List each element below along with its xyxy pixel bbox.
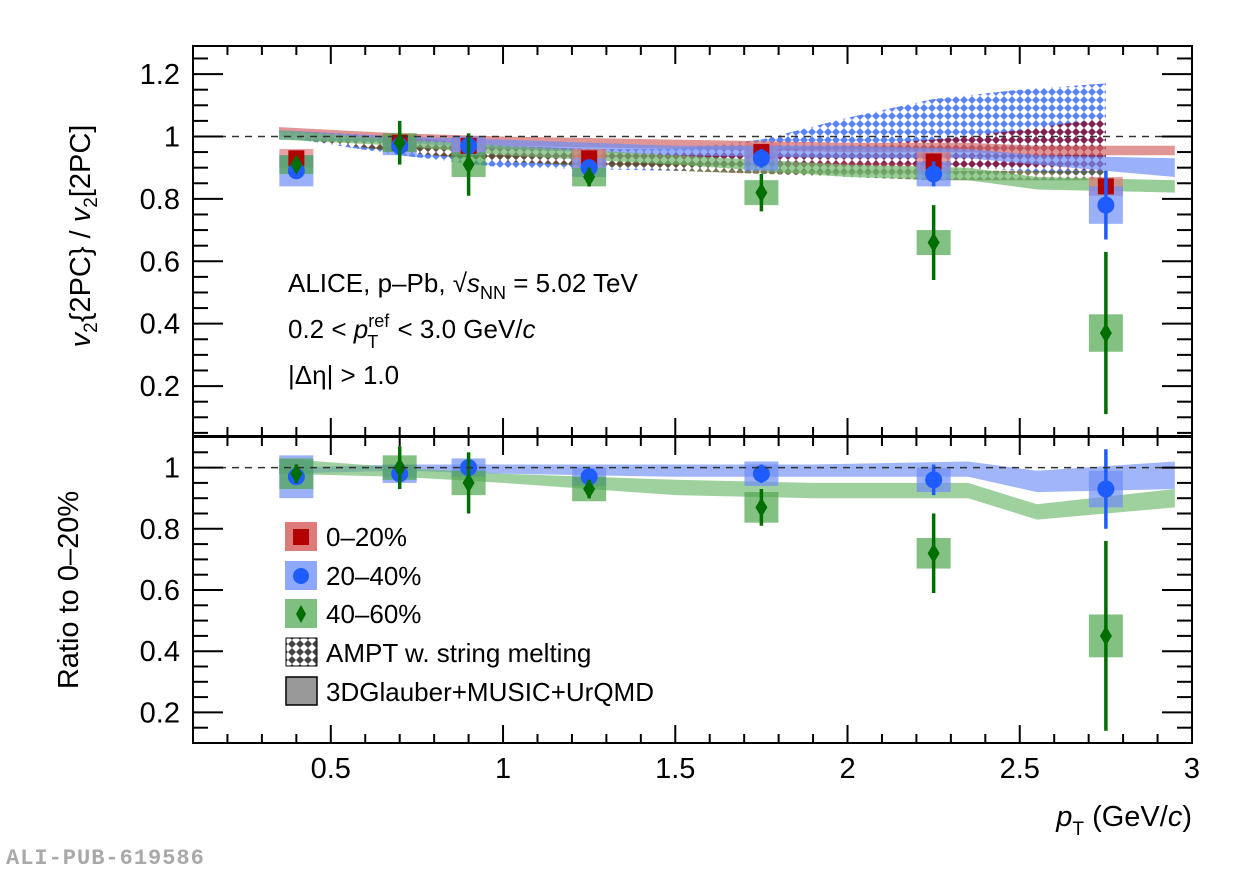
legend-item-40-60: 40–60% xyxy=(285,599,421,629)
top-data-points xyxy=(279,120,1123,415)
data-point-circle xyxy=(752,465,770,483)
circle-marker-icon xyxy=(293,568,309,584)
top-y-tick-label: 1.2 xyxy=(140,59,180,91)
square-marker-icon xyxy=(293,529,309,545)
hydro-band xyxy=(279,461,1175,493)
data-point-diamond xyxy=(393,457,406,478)
legend-item-ampt: AMPT w. string melting xyxy=(285,637,591,668)
data-point-diamond xyxy=(462,154,475,175)
bottom-y-tick-label: 0.4 xyxy=(140,636,180,668)
data-point-diamond xyxy=(290,463,303,484)
x-axis-title: pT (GeV/c) xyxy=(1055,801,1192,840)
legend: 0–20% 20–40% 40–60% AMPT w. string melti… xyxy=(285,522,654,707)
data-point-circle xyxy=(580,468,598,486)
x-tick-label: 3 xyxy=(1184,753,1200,785)
axes: 0.5 1 1.5 2 2.5 3 0.2 0.4 0.6 0.8 1 1.2 0.2 0.4 0.6 0.8… xyxy=(140,45,1200,785)
data-point-diamond xyxy=(290,154,303,175)
annotation-line-3: |Δη| > 1.0 xyxy=(288,360,399,390)
legend-item-20-40: 20–40% xyxy=(285,561,421,591)
data-point-diamond xyxy=(583,167,596,188)
reference-lines xyxy=(193,135,1192,469)
data-point-circle xyxy=(925,471,943,489)
data-point-diamond xyxy=(583,479,596,500)
hydro-band xyxy=(279,458,1175,520)
bottom-data-points xyxy=(279,446,1123,731)
hydro-band xyxy=(279,127,1175,156)
hydro-band xyxy=(279,130,1175,193)
experiment-annotation: ALICE, p–Pb, √sNN = 5.02 TeV 0.2 < pref T… xyxy=(288,268,638,390)
data-point-diamond xyxy=(755,182,768,203)
x-tick-label: 1 xyxy=(495,753,511,785)
filled-box-icon xyxy=(285,676,318,706)
top-y-tick-label: 0.4 xyxy=(140,309,180,341)
x-tick-label: 2 xyxy=(839,753,855,785)
hydro-band xyxy=(279,130,1175,177)
data-point-circle xyxy=(1097,196,1115,214)
bottom-model-bands xyxy=(279,458,1175,520)
legend-label-20-40: 20–40% xyxy=(326,561,421,591)
bottom-y-tick-label: 0.6 xyxy=(140,575,180,607)
legend-label-ampt: AMPT w. string melting xyxy=(326,638,591,668)
annotation-line-1: ALICE, p–Pb, √sNN = 5.02 TeV xyxy=(288,268,638,303)
publication-id: ALI-PUB-619586 xyxy=(6,846,205,871)
data-point-circle xyxy=(752,149,770,167)
x-tick-label: 1.5 xyxy=(655,753,695,785)
top-y-axis-title: v2{2PC} / v2[2PC] xyxy=(65,125,102,348)
legend-item-0-20: 0–20% xyxy=(285,522,407,552)
data-point-diamond xyxy=(927,543,940,564)
hatch-pattern-icon xyxy=(285,637,318,667)
legend-item-hydro: 3DGlauber+MUSIC+UrQMD xyxy=(285,676,654,707)
x-tick-label: 0.5 xyxy=(311,753,351,785)
annotation-line-2: 0.2 < pref T < 3.0 GeV/c xyxy=(288,311,536,352)
diamond-marker-icon xyxy=(296,605,306,623)
data-point-diamond xyxy=(755,497,768,518)
top-y-tick-label: 1 xyxy=(164,121,180,153)
bottom-y-tick-label: 0.8 xyxy=(140,514,180,546)
data-point-circle xyxy=(925,165,943,183)
data-point-diamond xyxy=(1099,323,1112,344)
legend-label-hydro: 3DGlauber+MUSIC+UrQMD xyxy=(326,677,654,707)
top-y-tick-label: 0.6 xyxy=(140,246,180,278)
top-y-tick-label: 0.2 xyxy=(140,371,180,403)
bottom-y-tick-label: 0.2 xyxy=(140,697,180,729)
data-point-diamond xyxy=(393,132,406,153)
data-point-circle xyxy=(1097,480,1115,498)
bottom-y-tick-label: 1 xyxy=(164,453,180,485)
x-tick-label: 2.5 xyxy=(1000,753,1040,785)
bottom-y-axis-title: Ratio to 0–20% xyxy=(53,491,85,689)
data-point-diamond xyxy=(1099,625,1112,646)
legend-label-0-20: 0–20% xyxy=(326,522,407,552)
top-model-bands xyxy=(279,83,1175,193)
data-point-diamond xyxy=(462,472,475,493)
data-point-diamond xyxy=(927,232,940,253)
legend-label-40-60: 40–60% xyxy=(326,599,421,629)
top-y-tick-label: 0.8 xyxy=(140,184,180,216)
